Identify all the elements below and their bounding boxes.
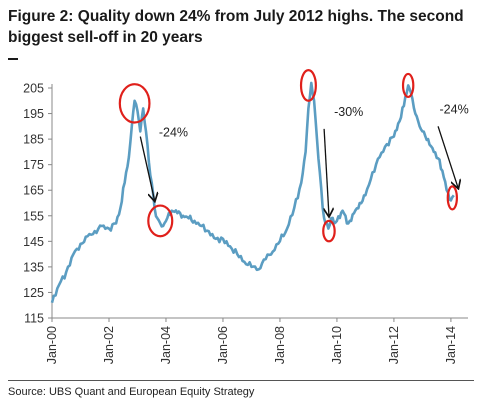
x-tick-label: Jan-10 [330,326,344,364]
drawdown-label: -24% [440,103,469,117]
x-tick-label: Jan-02 [102,326,116,364]
source-note: Source: UBS Quant and European Equity St… [8,386,255,398]
y-axis: 115 125 135 145 155 165 175 185 195 205 [23,82,53,326]
x-tick-label: Jan-12 [387,326,401,364]
y-tick-label: 135 [23,260,44,274]
y-tick-label: 155 [23,209,44,223]
y-tick-label: 185 [23,133,44,147]
x-axis: Jan-00 Jan-02 Jan-04 Jan-06 Jan-08 Jan-10 Jan-… [45,317,468,364]
highlight-circle [401,72,415,99]
series-group [50,81,455,304]
x-tick-label: Jan-06 [216,326,230,364]
highlight-circle [118,83,151,124]
decline-arrow [437,126,458,187]
y-tick-label: 195 [23,107,44,121]
drawdown-label: -24% [159,126,188,140]
x-tick-label: Jan-04 [159,326,173,364]
y-tick-label: 115 [24,312,44,326]
x-tick-label: Jan-08 [273,326,287,364]
figure-title: Figure 2: Quality down 24% from July 201… [8,8,464,46]
y-tick-label: 205 [23,82,44,96]
y-tick-label: 165 [23,184,44,198]
highlight-circle [147,204,174,238]
y-tick-label: 145 [23,235,44,249]
highlight-circle [322,219,336,243]
y-tick-label: 125 [23,286,44,300]
footer-rule [8,380,474,381]
drawdown-label: -30% [334,105,363,119]
highlight-circle [299,69,317,102]
x-tick-label: Jan-00 [45,326,59,364]
series-line [50,81,455,304]
decline-arrow [139,136,154,201]
y-tick-label: 175 [23,158,44,172]
x-tick-label: Jan-14 [444,326,458,364]
decline-arrow [324,128,329,216]
title-rule [8,58,18,60]
annotation-group: -24% -30% -24% [118,69,469,243]
